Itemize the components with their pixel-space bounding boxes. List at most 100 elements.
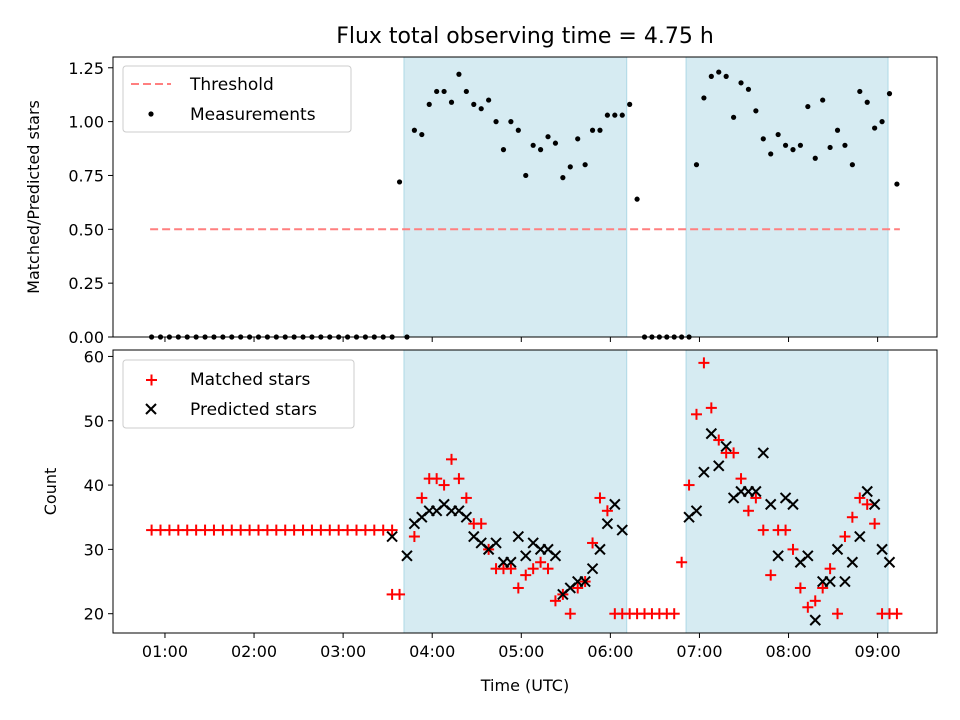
measurement-point	[872, 125, 878, 131]
matched-star-point	[431, 473, 443, 485]
measurement-point	[834, 127, 841, 133]
predicted-star-point	[690, 505, 703, 517]
measurement-point	[582, 162, 588, 168]
matched-star-point	[594, 492, 606, 504]
measurement-point	[812, 155, 818, 161]
matched-star-point	[520, 569, 532, 581]
measurement-point	[879, 119, 885, 125]
measurement-point	[537, 147, 544, 153]
matched-star-point	[512, 582, 524, 594]
legend-predicted-label: Predicted stars	[190, 400, 317, 420]
measurement-point	[790, 147, 796, 153]
chart-title: Flux total observing time = 4.75 h	[336, 24, 714, 49]
measurement-point	[805, 103, 811, 110]
measurement-point	[627, 101, 633, 107]
x-axis-label: Time (UTC)	[480, 676, 569, 695]
predicted-star-point	[609, 498, 621, 511]
matched-star-point	[742, 505, 754, 517]
matched-star-point	[408, 531, 420, 543]
predicted-star-point	[831, 543, 844, 556]
y-tick-label: 50	[84, 412, 104, 431]
matched-star-point	[765, 569, 777, 581]
predicted-star-point	[698, 466, 710, 478]
matched-star-point	[817, 582, 829, 594]
plot-frame	[112, 56, 938, 338]
matched-star-point	[869, 518, 881, 530]
x-tick-label: 07:00	[676, 642, 722, 661]
matched-star-point	[683, 479, 695, 491]
x-tick-label: 05:00	[498, 642, 544, 661]
predicted-star-point	[386, 530, 398, 543]
matched-star-point	[505, 563, 517, 575]
matched-star-point	[690, 408, 702, 420]
predicted-star-point	[854, 530, 866, 543]
measurement-point	[463, 88, 469, 95]
measurement-point	[560, 175, 566, 181]
predicted-star-point	[705, 427, 718, 440]
matched-star-point	[846, 511, 858, 523]
measurement-point	[701, 95, 707, 101]
matched-star-point	[446, 453, 458, 465]
legend-matched-swatch	[146, 374, 157, 386]
matched-star-point	[794, 582, 806, 594]
predicted-star-point	[520, 550, 532, 562]
measurement-point	[419, 131, 425, 138]
measurement-point	[886, 91, 893, 97]
matched-star-point	[891, 608, 903, 620]
measurement-point	[604, 112, 611, 118]
y-axis-label: Matched/Predicted stars	[24, 100, 43, 294]
measurement-point	[827, 144, 833, 151]
y-tick-label: 40	[84, 476, 104, 495]
measurement-point	[768, 151, 774, 157]
matched-star-point	[698, 357, 710, 369]
predicted-star-point	[824, 575, 836, 588]
matched-star-point	[676, 556, 688, 568]
matched-star-point	[705, 402, 717, 414]
predicted-star-point	[772, 550, 784, 562]
matched-star-point	[394, 588, 406, 600]
measurement-point	[478, 106, 484, 112]
measurement-point	[589, 127, 596, 133]
matched-star-point	[601, 505, 613, 517]
predicted-star-point	[846, 556, 859, 568]
y-tick-label: 30	[84, 540, 104, 559]
measurement-point	[775, 131, 781, 138]
top-panel: 0.00 0.25 0.50 0.75 1.00 1.25 Matched/Predicte…	[24, 56, 938, 347]
y-tick-label: 0.25	[68, 274, 104, 293]
matched-star-point	[668, 608, 680, 620]
y-tick-label: 60	[84, 347, 104, 366]
predicted-star-point	[757, 447, 769, 459]
x-tick-label: 04:00	[409, 642, 455, 661]
measurement-point	[508, 119, 514, 125]
measurement-point	[448, 99, 455, 105]
predicted-star-point	[616, 524, 628, 536]
x-tick-label: 08:00	[765, 642, 811, 661]
measurement-point	[730, 114, 737, 120]
predicted-star-point	[876, 543, 888, 556]
measurement-point	[471, 101, 477, 107]
y-tick-label: 0.75	[68, 166, 104, 185]
y-axis-label: Count	[41, 468, 60, 516]
measurement-point	[500, 147, 507, 153]
predicted-star-point	[765, 498, 777, 511]
measurement-point	[523, 172, 529, 179]
observing-span	[403, 56, 628, 338]
predicted-star-point	[720, 440, 732, 453]
measurement-point	[530, 142, 536, 148]
predicted-star-point	[787, 498, 799, 511]
matched-star-point	[824, 563, 836, 575]
predicted-star-point	[586, 562, 599, 575]
predicted-star-point	[802, 550, 814, 562]
legend-matched-label: Matched stars	[190, 370, 310, 390]
matched-star-point	[809, 595, 821, 607]
measurement-point	[797, 142, 804, 148]
matched-star-point	[438, 479, 450, 491]
measurement-point	[760, 136, 766, 142]
measurement-point	[782, 142, 789, 148]
x-tick-label: 02:00	[231, 642, 277, 661]
plot-frame	[112, 349, 938, 634]
matched-star-point	[787, 543, 799, 555]
predicted-star-point	[512, 530, 525, 543]
x-tick-label: 09:00	[855, 642, 901, 661]
